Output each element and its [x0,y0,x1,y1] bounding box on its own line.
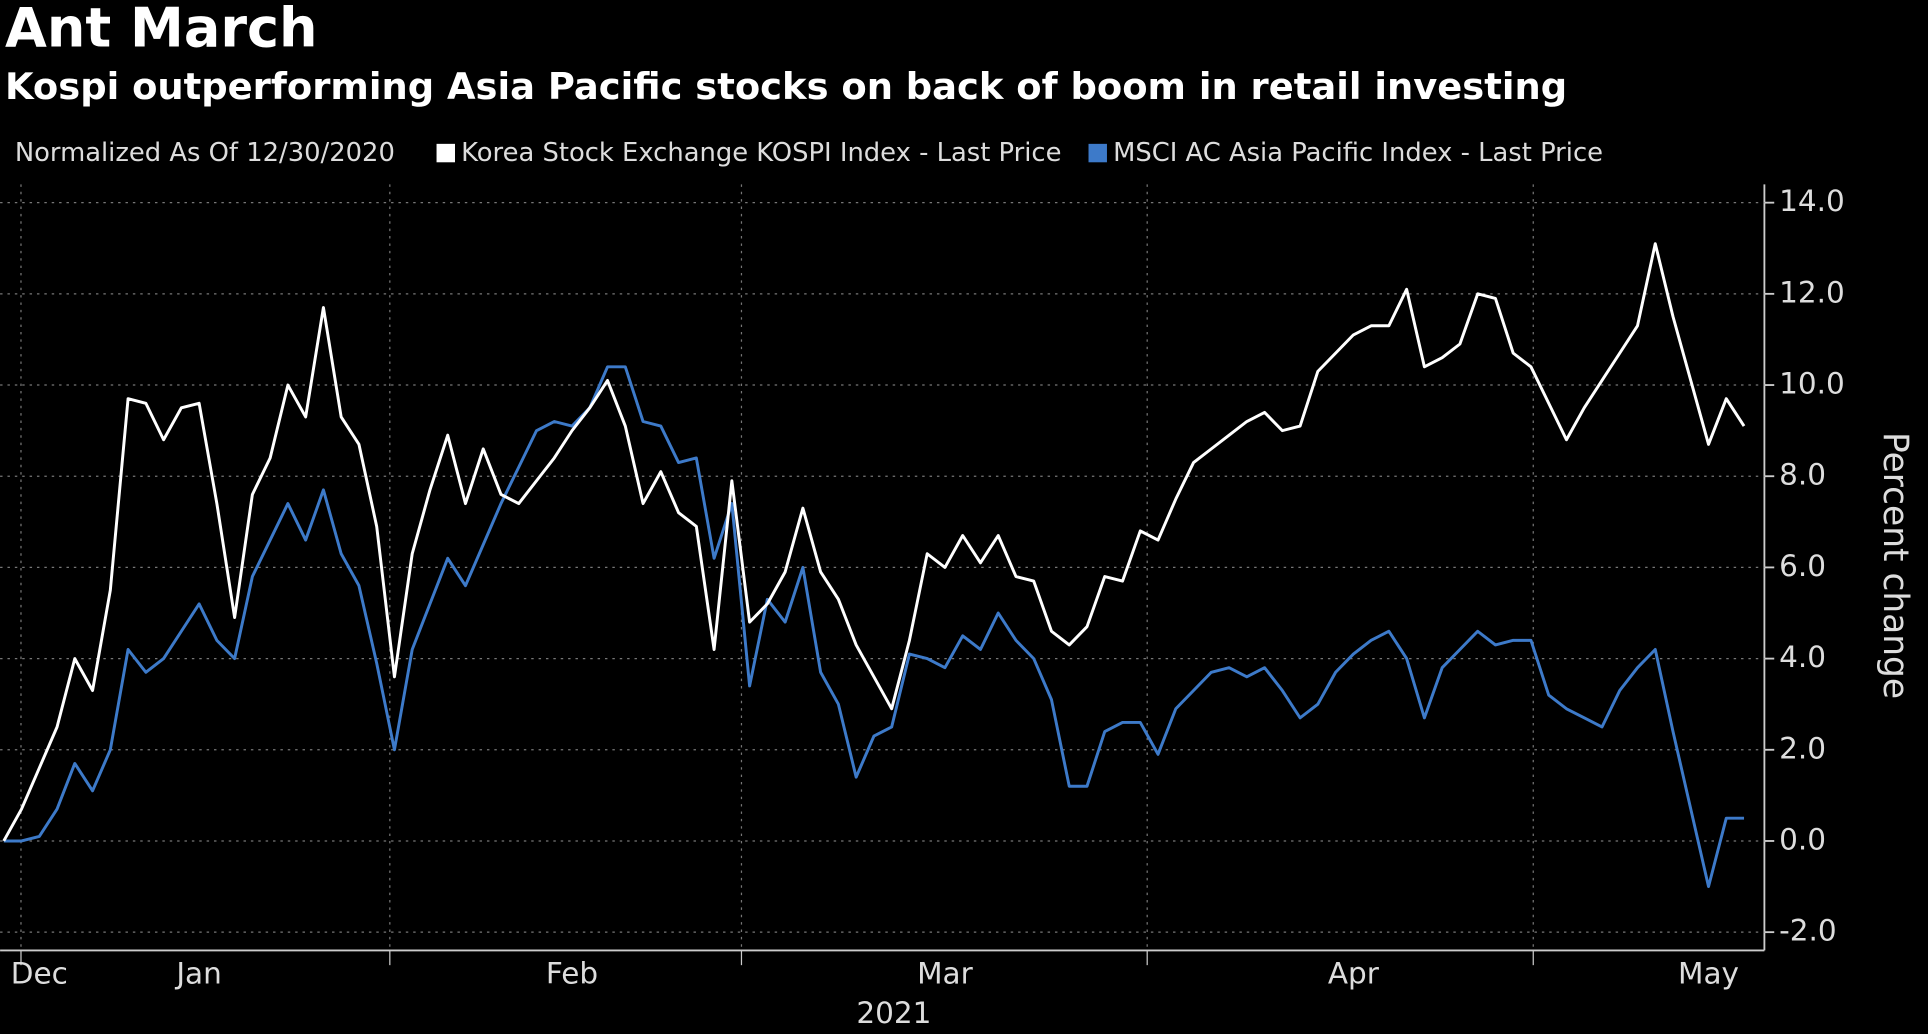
y-tick-label: 4.0 [1779,640,1826,674]
chart-title: Ant March [5,0,318,60]
legend-note: Normalized As Of 12/30/2020 [15,138,395,168]
x-tick-label: Apr [1328,956,1380,990]
y-tick-label: 12.0 [1779,275,1845,309]
x-tick-label: Mar [917,956,974,990]
y-tick-label: 0.0 [1779,822,1826,856]
month-dividers [20,184,1534,966]
x-year-label: 2021 [856,996,931,1030]
chart-subtitle: Kospi outperforming Asia Pacific stocks … [5,65,1567,108]
series-line [3,365,1745,889]
series-line [2,242,1746,842]
y-axis-label: Percent change [1875,432,1915,699]
y-tick-label: 14.0 [1779,184,1845,218]
y-tick-label: 2.0 [1779,731,1826,765]
y-tick-label: 8.0 [1779,458,1826,492]
legend-label: Korea Stock Exchange KOSPI Index - Last … [461,138,1061,168]
x-tick-label: Jan [174,956,221,990]
legend-swatch [1088,143,1107,163]
x-tick-label: Dec [11,956,68,990]
x-tick-label: Feb [546,956,598,990]
y-tick-label: 6.0 [1779,549,1826,583]
y-tick-label: 10.0 [1779,367,1845,401]
y-tick-label: -2.0 [1779,914,1837,948]
x-tick-label: May [1678,956,1739,990]
legend-swatch [436,143,455,163]
legend-label: MSCI AC Asia Pacific Index - Last Price [1113,138,1603,168]
